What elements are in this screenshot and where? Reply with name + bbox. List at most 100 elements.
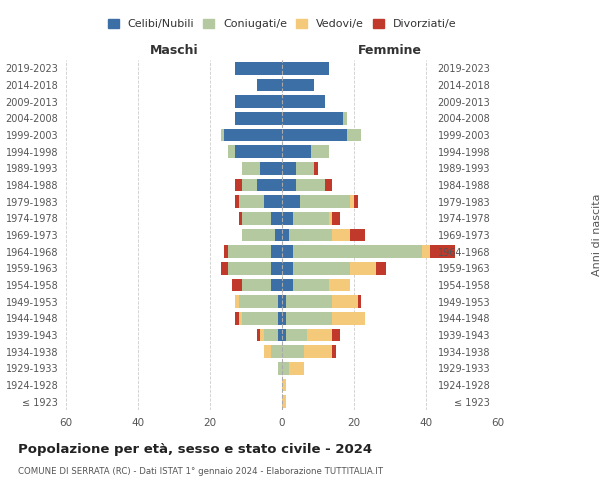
Bar xyxy=(307,329,332,341)
Bar xyxy=(228,246,271,258)
Text: Anni di nascita: Anni di nascita xyxy=(592,194,600,276)
Text: Maschi: Maschi xyxy=(149,44,199,57)
Bar xyxy=(332,346,336,358)
Bar xyxy=(242,212,271,224)
Bar xyxy=(271,212,282,224)
Bar xyxy=(239,312,242,324)
Bar xyxy=(286,329,307,341)
Bar xyxy=(354,196,358,208)
Bar xyxy=(332,296,358,308)
Bar xyxy=(235,296,239,308)
Legend: Celibi/Nubili, Coniugati/e, Vedovi/e, Divorziati/e: Celibi/Nubili, Coniugati/e, Vedovi/e, Di… xyxy=(106,16,458,32)
Bar xyxy=(296,162,314,174)
Bar xyxy=(278,362,282,374)
Bar xyxy=(224,129,282,141)
Bar xyxy=(242,179,257,192)
Bar xyxy=(282,312,286,324)
Bar xyxy=(332,229,350,241)
Bar xyxy=(332,212,340,224)
Bar xyxy=(264,346,271,358)
Bar xyxy=(282,246,293,258)
Bar xyxy=(332,329,340,341)
Bar xyxy=(242,279,271,291)
Bar xyxy=(282,112,343,124)
Bar xyxy=(282,62,329,74)
Bar xyxy=(282,279,293,291)
Bar xyxy=(332,312,365,324)
Bar xyxy=(325,179,332,192)
Bar xyxy=(300,196,350,208)
Bar xyxy=(228,262,271,274)
Bar xyxy=(282,129,347,141)
Bar xyxy=(239,296,278,308)
Bar xyxy=(282,146,311,158)
Bar xyxy=(221,129,224,141)
Bar xyxy=(242,312,278,324)
Bar xyxy=(296,179,325,192)
Bar xyxy=(282,262,293,274)
Bar xyxy=(376,262,386,274)
Bar xyxy=(278,312,282,324)
Bar xyxy=(358,296,361,308)
Bar xyxy=(282,329,286,341)
Bar xyxy=(239,196,264,208)
Bar xyxy=(282,229,289,241)
Bar xyxy=(282,212,293,224)
Text: COMUNE DI SERRATA (RC) - Dati ISTAT 1° gennaio 2024 - Elaborazione TUTTITALIA.IT: COMUNE DI SERRATA (RC) - Dati ISTAT 1° g… xyxy=(18,468,383,476)
Bar xyxy=(282,96,325,108)
Bar xyxy=(311,146,329,158)
Bar xyxy=(278,296,282,308)
Bar xyxy=(282,396,286,408)
Bar xyxy=(293,246,422,258)
Bar xyxy=(264,329,278,341)
Bar xyxy=(282,196,300,208)
Bar xyxy=(260,329,264,341)
Bar xyxy=(271,346,282,358)
Bar xyxy=(314,162,318,174)
Bar xyxy=(235,62,282,74)
Bar xyxy=(235,312,239,324)
Bar xyxy=(282,79,314,92)
Bar xyxy=(235,96,282,108)
Bar xyxy=(271,262,282,274)
Bar xyxy=(289,229,332,241)
Bar xyxy=(293,279,329,291)
Bar xyxy=(430,246,455,258)
Bar xyxy=(235,179,242,192)
Bar xyxy=(235,112,282,124)
Bar xyxy=(257,79,282,92)
Bar xyxy=(257,179,282,192)
Text: Popolazione per età, sesso e stato civile - 2024: Popolazione per età, sesso e stato civil… xyxy=(18,442,372,456)
Bar xyxy=(282,379,286,391)
Bar xyxy=(350,196,354,208)
Bar xyxy=(275,229,282,241)
Bar xyxy=(350,262,376,274)
Bar xyxy=(278,329,282,341)
Bar xyxy=(286,296,332,308)
Bar xyxy=(232,279,242,291)
Text: Femmine: Femmine xyxy=(358,44,422,57)
Bar xyxy=(239,212,242,224)
Bar xyxy=(228,146,235,158)
Bar xyxy=(242,229,275,241)
Bar xyxy=(350,229,365,241)
Bar xyxy=(329,279,350,291)
Bar xyxy=(235,146,282,158)
Bar xyxy=(264,196,282,208)
Bar xyxy=(282,179,296,192)
Bar xyxy=(343,112,347,124)
Bar xyxy=(271,279,282,291)
Bar xyxy=(260,162,282,174)
Bar xyxy=(329,212,332,224)
Bar xyxy=(221,262,228,274)
Bar xyxy=(347,129,361,141)
Bar xyxy=(422,246,430,258)
Bar xyxy=(282,346,304,358)
Bar xyxy=(286,312,332,324)
Bar xyxy=(293,212,329,224)
Bar xyxy=(235,196,239,208)
Bar xyxy=(242,162,260,174)
Bar xyxy=(257,329,260,341)
Bar xyxy=(282,296,286,308)
Bar xyxy=(289,362,304,374)
